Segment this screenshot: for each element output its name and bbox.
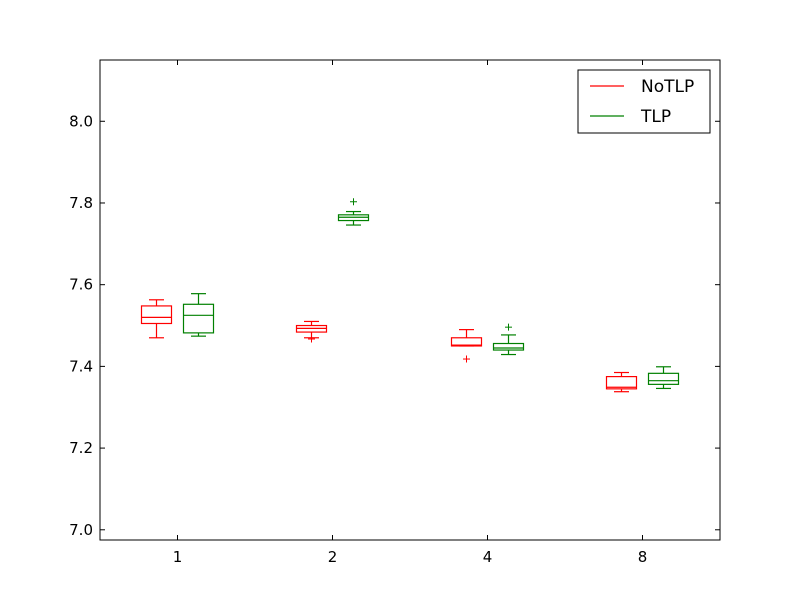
y-tick-label: 7.0 — [69, 521, 93, 539]
chart-marks — [140, 198, 680, 393]
legend: NoTLP TLP — [577, 69, 711, 134]
y-tick-label: 7.4 — [69, 357, 93, 375]
x-tick-label: 8 — [638, 548, 648, 566]
box-body — [647, 372, 680, 385]
outlier-marker — [308, 335, 315, 343]
plot-area — [100, 60, 720, 540]
x-tick-label: 4 — [483, 548, 493, 566]
outlier-marker — [350, 198, 357, 206]
box-body — [182, 303, 215, 334]
box-tlp-2 — [337, 198, 370, 226]
outlier-marker — [463, 355, 470, 363]
box-notlp-1 — [140, 299, 173, 339]
legend-label-notlp: NoTLP — [641, 77, 694, 97]
chart-axes: 7.0 7.2 7.4 7.6 7.8 8.0 1 2 4 8 — [69, 60, 720, 566]
box-body — [492, 342, 525, 351]
box-tlp-8 — [647, 366, 680, 390]
y-tick-label: 7.6 — [69, 276, 93, 294]
y-tick-label: 8.0 — [69, 112, 93, 130]
box-notlp-4 — [450, 329, 483, 363]
y-tick-label: 7.8 — [69, 194, 93, 212]
box-tlp-4 — [492, 323, 525, 356]
box-body — [450, 337, 483, 347]
y-tick-label: 7.2 — [69, 439, 93, 457]
legend-label-tlp: TLP — [640, 107, 671, 127]
x-tick-label: 2 — [328, 548, 338, 566]
box-body — [605, 375, 638, 390]
x-tick-label: 1 — [173, 548, 183, 566]
box-notlp-8 — [605, 371, 638, 393]
legend-frame — [577, 69, 711, 134]
box-body — [140, 305, 173, 325]
box-tlp-1 — [182, 293, 215, 337]
plot-frame — [99, 59, 721, 541]
box-notlp-2 — [295, 320, 328, 343]
outlier-marker — [505, 323, 512, 331]
